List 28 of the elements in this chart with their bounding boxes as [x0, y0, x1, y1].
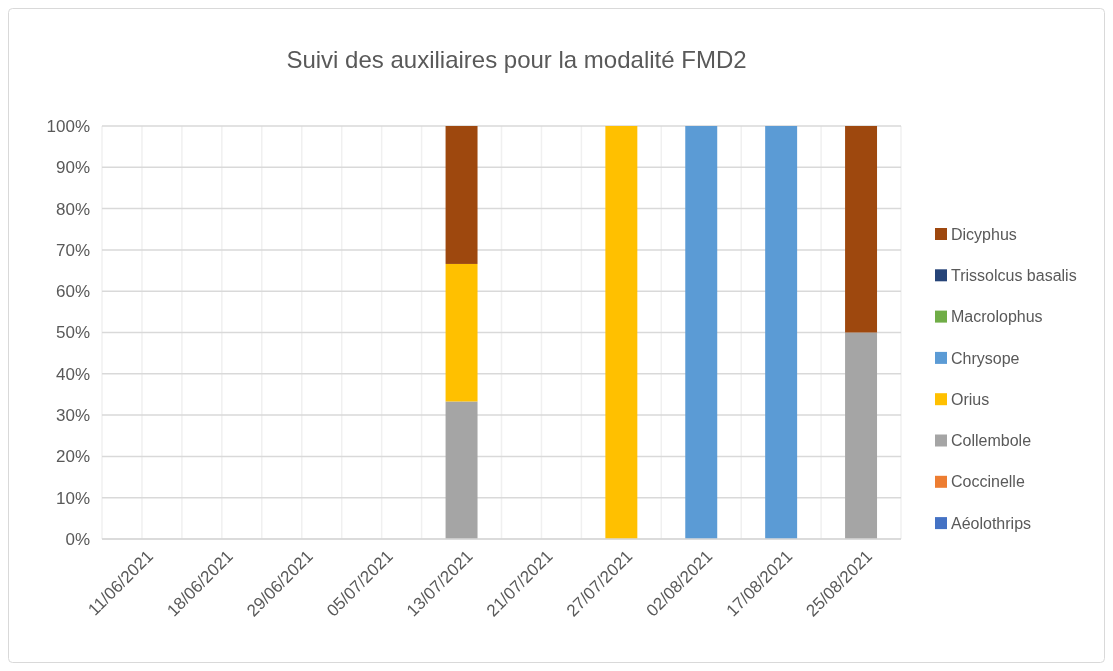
legend-label: Dicyphus — [951, 225, 1017, 243]
bar — [445, 263, 478, 402]
y-tick-label: 70% — [55, 240, 90, 260]
chart-title: Suivi des auxiliaires pour la modalité FMD2 — [286, 46, 747, 73]
bar — [445, 126, 478, 264]
legend-label: Orius — [951, 390, 990, 408]
y-tick-label: 100% — [46, 116, 90, 136]
y-tick-label: 80% — [55, 199, 90, 219]
legend-label: Macrolophus — [951, 308, 1043, 326]
bar — [685, 126, 718, 539]
legend-label: Collembole — [951, 432, 1032, 450]
y-tick-label: 50% — [55, 323, 90, 343]
legend-label: Trissolcus basalis — [951, 266, 1077, 284]
bar — [445, 401, 478, 539]
y-tick-label: 90% — [55, 158, 90, 178]
bar — [605, 126, 638, 539]
bar — [845, 126, 878, 333]
y-tick-label: 0% — [65, 529, 90, 549]
y-tick-label: 40% — [55, 364, 90, 384]
legend-label: Aéolothrips — [951, 514, 1032, 532]
legend-label: Coccinelle — [951, 473, 1025, 491]
legend-label: Chrysope — [951, 349, 1020, 367]
bar — [845, 332, 878, 539]
y-tick-label: 10% — [55, 488, 90, 508]
y-tick-label: 30% — [55, 406, 90, 426]
y-tick-label: 20% — [55, 447, 90, 467]
y-tick-label: 60% — [55, 282, 90, 302]
bar — [765, 126, 798, 539]
